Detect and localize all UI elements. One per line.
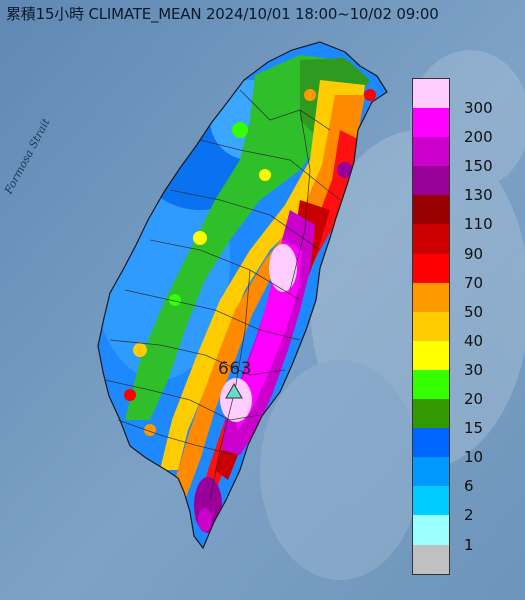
legend-label: 110: [464, 215, 493, 234]
legend-label: 6: [464, 477, 474, 496]
legend-swatch: [413, 399, 449, 429]
legend-swatch: [413, 137, 449, 167]
legend-swatch: [413, 428, 449, 458]
legend-swatch: [413, 224, 449, 254]
legend-label: 200: [464, 128, 493, 147]
legend-swatch: [413, 340, 449, 370]
legend-swatch: [413, 457, 449, 487]
legend-swatch: [413, 311, 449, 341]
legend-label: 15: [464, 419, 484, 438]
legend-label: 50: [464, 302, 484, 321]
legend-label: 70: [464, 273, 484, 292]
legend-swatch: [413, 282, 449, 312]
map-title: 累積15小時 CLIMATE_MEAN 2024/10/01 18:00~10/…: [6, 5, 439, 23]
legend-label: 20: [464, 390, 484, 408]
legend-swatch: [413, 108, 449, 138]
legend-swatch: [413, 79, 449, 109]
legend-label: 90: [464, 244, 484, 263]
legend-label: 40: [464, 331, 484, 350]
legend-label: 300: [464, 99, 493, 117]
legend-label: 150: [464, 157, 493, 176]
legend-swatch: [413, 253, 449, 283]
peak-triangle-icon: [225, 382, 243, 399]
legend-label: 130: [464, 186, 493, 205]
legend-swatch: [413, 195, 449, 225]
legend-swatch: [413, 486, 449, 516]
legend-swatch: [413, 544, 449, 574]
legend-label: 30: [464, 360, 484, 379]
legend-swatch: [413, 515, 449, 545]
county-boundaries: [104, 89, 341, 501]
legend-label: 2: [464, 506, 474, 525]
legend-color-bar: [412, 78, 450, 575]
legend-label: 10: [464, 448, 484, 467]
legend-label: 1: [464, 535, 474, 554]
peak-value: 663: [218, 359, 252, 379]
legend-swatch: [413, 369, 449, 400]
legend-swatch: [413, 166, 449, 196]
